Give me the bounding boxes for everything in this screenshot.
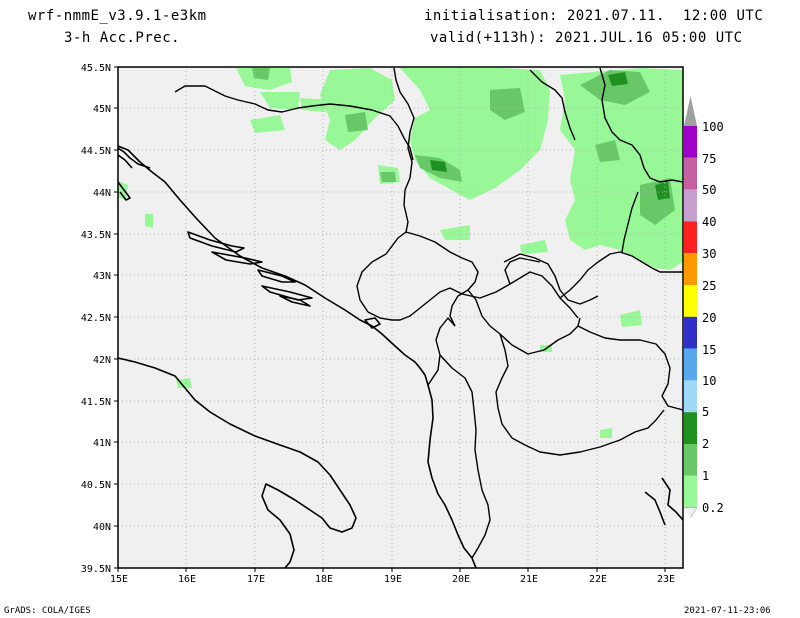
colorbar-label: 2	[702, 437, 709, 451]
lat-label: 45.5N	[81, 63, 111, 74]
colorbar-label: 25	[702, 279, 716, 293]
valid-time: valid(+113h): 2021.JUL.16 05:00 UTC	[430, 30, 743, 46]
precip-colorbar	[684, 96, 698, 518]
lon-label: 17E	[247, 574, 265, 585]
colorbar-label: 5	[702, 405, 709, 419]
colorbar-segment	[684, 126, 697, 158]
colorbar-label: 50	[702, 183, 716, 197]
lat-labels: 45.5N 45N 44.5N 44N 43.5N 43N 42.5N 42N …	[81, 63, 111, 575]
colorbar-segment	[684, 412, 697, 444]
lat-label: 44N	[93, 188, 111, 199]
lat-label: 43N	[93, 271, 111, 282]
lon-label: 19E	[384, 574, 402, 585]
colorbar-segment	[684, 475, 697, 508]
lon-label: 23E	[657, 574, 675, 585]
colorbar-segment	[684, 444, 697, 476]
colorbar-segment	[684, 348, 697, 381]
colorbar-segment	[684, 189, 697, 222]
lon-label: 20E	[452, 574, 470, 585]
colorbar-label: 0.2	[702, 501, 724, 515]
coastlines	[118, 145, 683, 568]
lat-label: 40.5N	[81, 480, 111, 491]
lat-label: 41N	[93, 438, 111, 449]
country-borders	[174, 67, 683, 559]
lat-label: 45N	[93, 104, 111, 115]
lat-label: 43.5N	[81, 230, 111, 241]
colorbar-label: 1	[702, 469, 709, 483]
colorbar-segment	[684, 253, 697, 285]
lon-label: 22E	[589, 574, 607, 585]
lat-label: 39.5N	[81, 564, 111, 575]
lon-label: 16E	[178, 574, 196, 585]
colorbar-label: 40	[702, 215, 716, 229]
lon-label: 21E	[520, 574, 538, 585]
colorbar-segment	[684, 221, 697, 254]
init-time: initialisation: 2021.07.11. 12:00 UTC	[424, 8, 764, 24]
colorbar-segment	[684, 380, 697, 413]
lat-label: 41.5N	[81, 397, 111, 408]
colorbar-label: 15	[702, 343, 716, 357]
lon-label: 15E	[110, 574, 128, 585]
colorbar-segment	[684, 316, 697, 349]
precip-patches-heavy	[430, 72, 670, 200]
lat-label: 44.5N	[81, 146, 111, 157]
field-title: 3-h Acc.Prec.	[64, 30, 181, 46]
colorbar-top-arrow	[684, 96, 697, 126]
colorbar-label: 20	[702, 311, 716, 325]
colorbar-label: 10	[702, 374, 716, 388]
lat-label: 42.5N	[81, 313, 111, 324]
colorbar-label: 30	[702, 247, 716, 261]
colorbar-labels: 100 75 50 40 30 25 20 15 10 5 2 1 0.2	[702, 120, 724, 515]
footer-credit: GrADS: COLA/IGES	[4, 606, 91, 616]
colorbar-segment	[684, 285, 697, 317]
axis-ticks	[114, 66, 666, 572]
lat-label: 42N	[93, 355, 111, 366]
colorbar-label: 100	[702, 120, 724, 134]
colorbar-segment	[684, 157, 697, 190]
lon-labels: 15E 16E 17E 18E 19E 20E 21E 22E 23E	[110, 574, 675, 585]
colorbar-label: 75	[702, 152, 716, 166]
footer-timestamp: 2021-07-11-23:06	[684, 606, 771, 616]
lat-label: 40N	[93, 522, 111, 533]
model-title: wrf-nmmE_v3.9.1-e3km	[28, 8, 207, 24]
lon-label: 18E	[315, 574, 333, 585]
colorbar-bottom-arrow	[684, 507, 698, 518]
